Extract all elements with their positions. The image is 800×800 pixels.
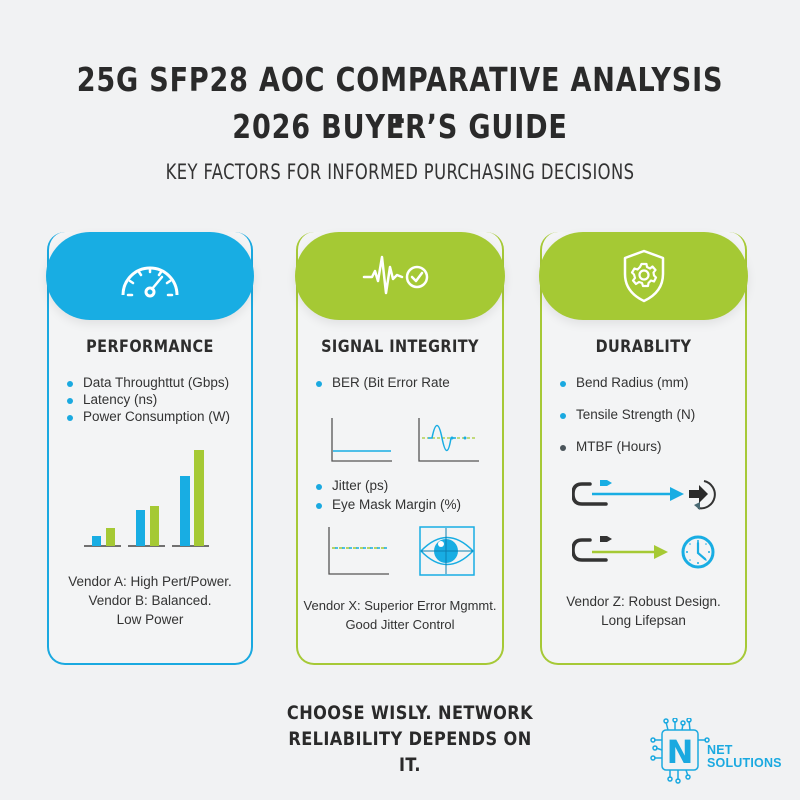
- performance-vendor-summary: Vendor A: High Pert/Power. Vendor B: Bal…: [49, 572, 251, 629]
- tagline-line2: RELIABILITY DEPENDS ON IT.: [288, 728, 532, 776]
- vendor-line: Vendor A: High Pert/Power.: [68, 574, 232, 589]
- durability-title: DURABLITY: [595, 337, 692, 357]
- durability-vendor-summary: Vendor Z: Robust Design. Long Lifepsan: [542, 592, 745, 630]
- tagline: CHOOSE WISLY. NETWORK RELIABILITY DEPEND…: [278, 700, 542, 778]
- page-title-line1: 25G SFP28 AOC COMPARATIVE ANALYSIS -: [76, 60, 724, 138]
- list-item: Jitter (ps): [316, 478, 494, 493]
- speedometer-icon: [121, 266, 179, 298]
- bar-group1-green: [106, 528, 115, 546]
- page-title-line2: 2026 BUYER’S GUIDE: [232, 107, 568, 146]
- bar-group3-blue: [180, 476, 190, 546]
- vendor-line: Vendor Z: Robust Design.: [566, 594, 721, 609]
- durability-header-pill: [539, 232, 748, 320]
- logo-letter: N: [667, 733, 694, 771]
- heartbeat-check-icon: [362, 255, 429, 295]
- performance-card: PERFORMANCE Data Throughttut (Gbps) Late…: [46, 232, 254, 665]
- signal-vendor-summary: Vendor X: Superior Error Mgmmt. Good Jit…: [298, 596, 502, 634]
- list-item: Tensile Strength (N): [560, 407, 737, 422]
- ber-flat-line-chart: [331, 418, 392, 462]
- page-subtitle: KEY FACTORS FOR INFORMED PURCHASING DECI…: [165, 160, 635, 184]
- logo-line1: NET: [707, 743, 733, 757]
- shield-gear-icon: [623, 249, 664, 303]
- eye-diagram-icon: [419, 526, 475, 576]
- vendor-line: Good Jitter Control: [345, 617, 455, 632]
- lifespan-clock-arrow-icon: [572, 535, 715, 569]
- signal-metrics-list-bottom: Jitter (ps) Eye Mask Margin (%): [316, 478, 494, 512]
- ber-waveform-chart: [418, 418, 479, 462]
- performance-title: PERFORMANCE: [86, 337, 214, 357]
- net-solutions-logo-icon: N: [650, 718, 710, 784]
- tagline-line1: CHOOSE WISLY. NETWORK: [286, 702, 534, 724]
- signal-integrity-header-pill: [295, 232, 505, 320]
- bar-group1-blue: [92, 536, 101, 546]
- signal-metrics-list-top: BER (Bit Error Rate: [316, 375, 494, 390]
- bar-group2-blue: [136, 510, 145, 546]
- performance-metrics-list: Data Throughttut (Gbps) Latency (ns) Pow…: [67, 375, 243, 424]
- durability-card: DURABLITY Bend Radius (mm) Tensile Stren…: [539, 232, 748, 665]
- bend-radius-arrow-icon: [572, 480, 716, 510]
- vendor-line: Vendor B: Balanced.: [88, 593, 212, 608]
- logo-wordmark: NET SOLUTIONS: [707, 744, 782, 770]
- vendor-line: Vendor X: Superior Error Mgmmt.: [303, 598, 497, 613]
- performance-bar-chart: [84, 450, 209, 547]
- list-item: BER (Bit Error Rate: [316, 375, 494, 390]
- list-item: Power Consumption (W): [67, 409, 243, 424]
- list-item: Bend Radius (mm): [560, 375, 737, 390]
- durability-metrics-list: Bend Radius (mm) Tensile Strength (N) MT…: [560, 375, 737, 454]
- performance-header-pill: [46, 232, 254, 320]
- vendor-line: Long Lifepsan: [601, 613, 686, 628]
- bar-group2-green: [150, 506, 159, 546]
- list-item: Data Throughttut (Gbps): [67, 375, 243, 390]
- signal-integrity-card: SIGNAL INTEGRITY BER (Bit Error Rate Jit…: [295, 232, 505, 665]
- logo-line2: SOLUTIONS: [707, 756, 782, 770]
- signal-integrity-title: SIGNAL INTEGRITY: [321, 337, 479, 357]
- jitter-line-chart: [328, 527, 389, 575]
- list-item: Eye Mask Margin (%): [316, 497, 494, 512]
- bar-group3-green: [194, 450, 204, 546]
- vendor-line: Low Power: [116, 612, 184, 627]
- list-item: Latency (ns): [67, 392, 243, 407]
- list-item: MTBF (Hours): [560, 439, 737, 454]
